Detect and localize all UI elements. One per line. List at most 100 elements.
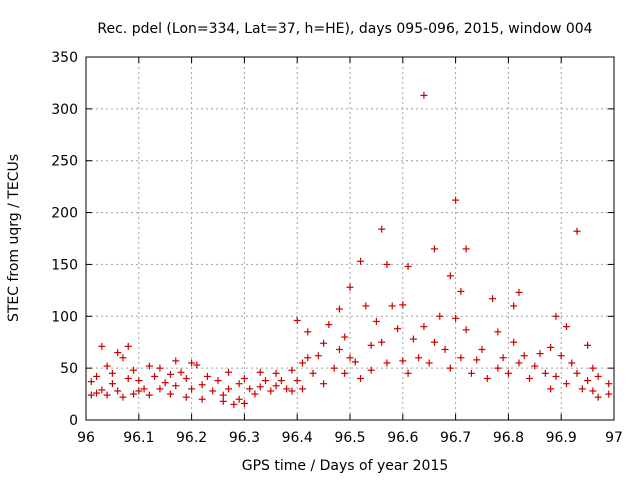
data-point <box>541 369 549 377</box>
data-point <box>320 380 328 388</box>
data-point <box>499 354 507 362</box>
data-point <box>584 341 592 349</box>
data-point <box>425 359 433 367</box>
y-tick-label: 0 <box>69 413 78 429</box>
data-point <box>335 305 343 313</box>
data-point <box>320 339 328 347</box>
data-point <box>404 369 412 377</box>
data-point <box>103 362 111 370</box>
data-point <box>161 379 169 387</box>
data-point <box>288 387 296 395</box>
data-point <box>420 91 428 99</box>
data-point <box>367 341 375 349</box>
data-point <box>394 325 402 333</box>
x-tick-label: 96.5 <box>334 430 365 446</box>
data-point <box>219 397 227 405</box>
data-point <box>93 389 101 397</box>
data-point <box>193 361 201 369</box>
data-point <box>589 387 597 395</box>
data-point <box>219 391 227 399</box>
data-point <box>119 354 127 362</box>
data-point <box>584 377 592 385</box>
data-point <box>557 352 565 360</box>
data-point <box>119 393 127 401</box>
data-point <box>283 385 291 393</box>
data-point <box>346 354 354 362</box>
data-point <box>594 372 602 380</box>
x-tick-label: 96.1 <box>123 430 154 446</box>
data-point <box>547 385 555 393</box>
x-tick-label: 96.4 <box>282 430 313 446</box>
data-point <box>272 382 280 390</box>
data-point <box>494 328 502 336</box>
data-point <box>124 375 132 383</box>
data-point <box>309 369 317 377</box>
data-point <box>172 382 180 390</box>
data-point <box>277 377 285 385</box>
data-point <box>262 377 270 385</box>
data-point <box>536 350 544 358</box>
data-point <box>240 399 248 407</box>
data-point <box>124 342 132 350</box>
data-point <box>298 359 306 367</box>
data-point <box>388 302 396 310</box>
data-point <box>341 333 349 341</box>
data-point <box>367 366 375 374</box>
data-point <box>526 375 534 383</box>
data-point <box>246 385 254 393</box>
data-point <box>478 345 486 353</box>
data-point <box>473 356 481 364</box>
data-point <box>452 196 460 204</box>
data-point <box>130 366 138 374</box>
data-point <box>441 345 449 353</box>
data-point <box>209 387 217 395</box>
data-point <box>156 364 164 372</box>
data-point <box>383 260 391 268</box>
data-point <box>330 364 338 372</box>
data-point <box>230 400 238 408</box>
data-point <box>166 390 174 398</box>
data-point <box>520 352 528 360</box>
data-point <box>483 375 491 383</box>
data-point <box>383 359 391 367</box>
data-point <box>108 380 116 388</box>
y-tick-label: 150 <box>51 257 78 273</box>
x-axis-label: GPS time / Days of year 2015 <box>242 458 449 474</box>
x-tick-label: 97 <box>605 430 623 446</box>
x-tick-label: 96.9 <box>546 430 577 446</box>
data-point <box>547 343 555 351</box>
y-tick-label: 350 <box>51 50 78 66</box>
data-point <box>578 385 586 393</box>
data-point <box>293 316 301 324</box>
data-point <box>298 385 306 393</box>
data-point <box>420 323 428 331</box>
data-point <box>562 380 570 388</box>
data-point <box>462 245 470 253</box>
data-point <box>198 395 206 403</box>
data-point <box>515 359 523 367</box>
gridlines <box>86 57 614 420</box>
data-point <box>404 263 412 271</box>
data-point <box>98 386 106 394</box>
data-point <box>515 288 523 296</box>
y-tick-label: 100 <box>51 309 78 325</box>
data-point <box>182 393 190 401</box>
data-point <box>256 368 264 376</box>
data-point <box>594 393 602 401</box>
x-tick-label: 96.2 <box>176 430 207 446</box>
data-point <box>87 378 95 386</box>
data-point <box>235 380 243 388</box>
y-tick-label: 50 <box>60 361 78 377</box>
data-point <box>288 366 296 374</box>
plot-frame <box>85 56 615 421</box>
data-point <box>531 362 539 370</box>
data-point <box>135 377 143 385</box>
data-point <box>452 314 460 322</box>
data-point <box>130 390 138 398</box>
data-point <box>504 369 512 377</box>
data-point <box>378 338 386 346</box>
data-point <box>372 317 380 325</box>
data-point <box>98 342 106 350</box>
data-point <box>177 368 185 376</box>
